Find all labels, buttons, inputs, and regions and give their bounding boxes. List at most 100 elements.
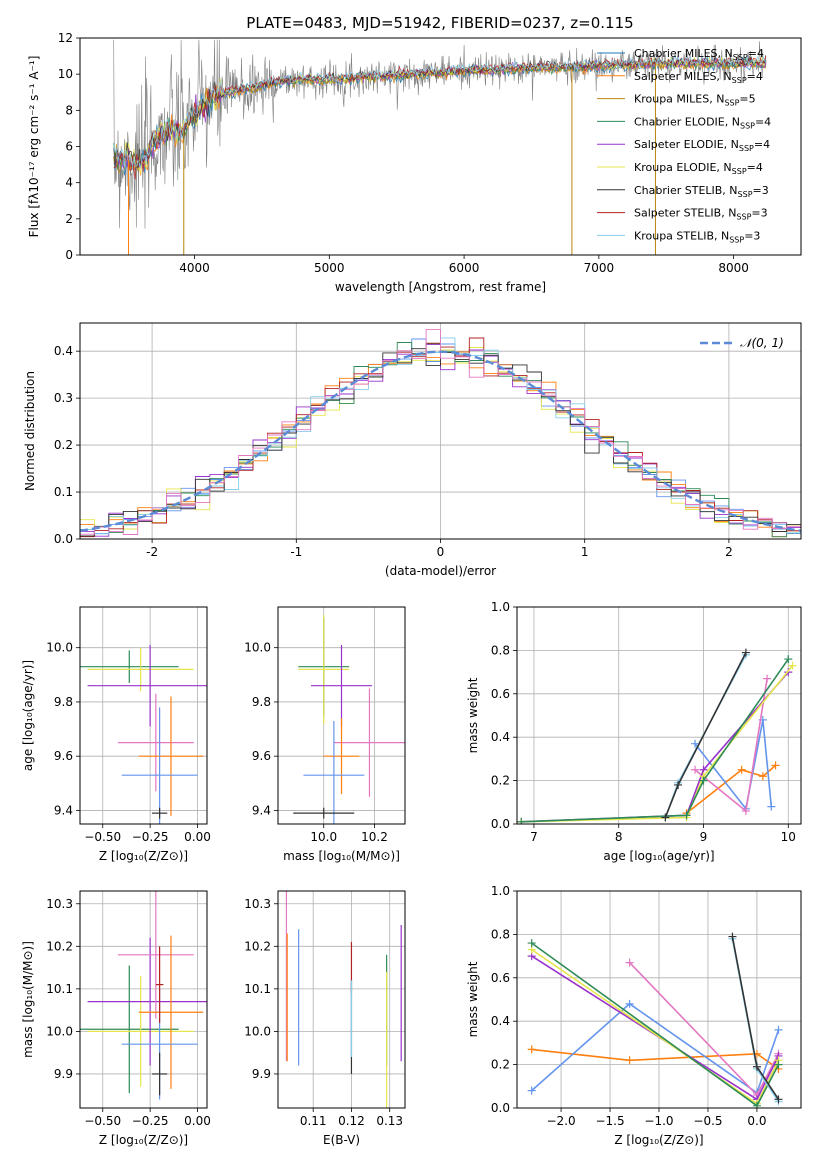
y-tick-label: 9.6 — [54, 749, 73, 763]
x-tick-label: 5000 — [314, 261, 345, 275]
y-tick-label: 0.1 — [54, 485, 73, 499]
x-axis-label: wavelength [Angstrom, rest frame] — [335, 280, 546, 294]
x-tick-label: -2 — [146, 545, 158, 559]
legend-label: Chabrier STELIB, NSSP=3 — [634, 184, 769, 199]
age_vs_Z-panel: −0.50 −0.25 0.00 9.4 9.6 9.8 10.0 Z [log₁₀(Z/Z⊙… — [21, 606, 211, 863]
weight-marker — [728, 932, 737, 941]
y-tick-label: 0.2 — [54, 438, 73, 452]
spectrum-model-line — [113, 54, 767, 169]
weight-marker — [774, 1060, 783, 1069]
x-tick-label: 0.11 — [300, 1114, 327, 1128]
x-tick-label: −0.50 — [84, 1114, 121, 1128]
figure-title: PLATE=0483, MJD=51942, FIBERID=0237, z=0… — [246, 14, 633, 32]
weight-marker — [527, 1045, 536, 1054]
y-tick-label: 6 — [65, 140, 73, 154]
weight_vs_age-panel: 7 8 9 10 0.0 0.2 0.4 0.6 0.8 1.0 age [log₁₀(age/yr… — [466, 600, 802, 863]
weight-marker — [699, 776, 708, 785]
y-tick-label: 9.9 — [252, 1067, 271, 1081]
axes-frame — [516, 606, 802, 825]
x-tick-label: 10 — [781, 830, 796, 844]
weight-marker — [752, 1101, 761, 1108]
x-tick-label: −1.0 — [644, 1114, 673, 1128]
axes-frame — [516, 890, 802, 1109]
weight-marker — [517, 817, 526, 824]
y-tick-label: 0.8 — [491, 927, 510, 941]
y-tick-label: 2 — [65, 212, 73, 226]
y-tick-label: 12 — [58, 31, 73, 45]
y-tick-label: 0.4 — [491, 1014, 510, 1028]
y-tick-label: 0.6 — [491, 687, 510, 701]
x-tick-label: -1 — [290, 545, 302, 559]
x-tick-label: 2 — [725, 545, 733, 559]
weight-marker — [691, 739, 700, 748]
x-axis-label: (data-model)/error — [385, 564, 496, 578]
x-axis-label: Z [log₁₀(Z/Z⊙)] — [99, 1133, 188, 1147]
legend-label: Salpeter ELODIE, NSSP=4 — [634, 138, 770, 153]
weight-marker — [741, 806, 750, 815]
y-tick-label: 0.8 — [491, 643, 510, 657]
weight-marker — [625, 958, 634, 967]
x-axis-label: age [log₁₀(age/yr)] — [603, 849, 714, 863]
y-tick-label: 0.0 — [491, 817, 510, 831]
axes-frame — [79, 890, 208, 1109]
y-tick-label: 8 — [65, 103, 73, 117]
weight-marker — [691, 765, 700, 774]
legend-label: Salpeter MILES, NSSP=4 — [634, 70, 763, 85]
weight-series-line — [629, 962, 780, 1097]
legend-label: Kroupa STELIB, NSSP=3 — [634, 229, 760, 244]
weight-marker — [788, 661, 797, 670]
x-tick-label: 0.13 — [376, 1114, 403, 1128]
weight-marker — [771, 761, 780, 770]
weight-series-line — [531, 1002, 780, 1095]
residual-panel: -2 -1 0 1 2 0.0 0.1 0.2 0.3 0.4 (data-model)/error… — [23, 322, 802, 578]
x-axis-label: E(B-V) — [323, 1133, 360, 1147]
y-tick-label: 10.2 — [244, 939, 271, 953]
y-tick-label: 0.6 — [491, 971, 510, 985]
legend-label: Chabrier ELODIE, NSSP=4 — [634, 115, 771, 130]
y-tick-label: 4 — [65, 176, 73, 190]
mass_vs_Z-panel: −0.50 −0.25 0.00 9.9 10.0 10.1 10.2 10.3 Z [log₁… — [21, 890, 211, 1147]
weight-marker — [774, 1025, 783, 1034]
y-tick-label: 9.8 — [54, 695, 73, 709]
legend-label: 𝒩(0, 1) — [740, 336, 784, 350]
y-tick-label: 9.4 — [252, 803, 271, 817]
y-tick-label: 9.8 — [252, 695, 271, 709]
y-tick-label: 0.4 — [491, 730, 510, 744]
legend-label: Chabrier MILES, NSSP=4 — [634, 47, 764, 62]
x-tick-label: 1 — [581, 545, 589, 559]
y-axis-label: mass weight — [466, 961, 480, 1037]
weight-marker — [674, 780, 683, 789]
weight-marker — [527, 939, 536, 948]
y-tick-label: 10.3 — [244, 897, 271, 911]
y-axis-label: mass [log₁₀(M/M⊙)] — [21, 941, 35, 1058]
y-tick-label: 10 — [58, 67, 73, 81]
y-tick-label: 10.1 — [244, 982, 271, 996]
y-tick-label: 10.0 — [244, 1024, 271, 1038]
y-tick-label: 9.6 — [252, 749, 271, 763]
weight-series-line — [521, 665, 794, 823]
legend-label: Kroupa ELODIE, NSSP=4 — [634, 161, 763, 176]
y-axis-label: Flux [fλ10⁻¹⁷ erg cm⁻² s⁻¹ A⁻¹] — [27, 56, 41, 238]
weight-marker — [737, 765, 746, 774]
mass_vs_ebv-panel: 0.11 0.12 0.13 9.9 10.0 10.1 10.2 10.3 E(B-V) — [244, 890, 406, 1147]
y-tick-label: 0.0 — [491, 1101, 510, 1115]
weight-series-line — [531, 948, 780, 1105]
y-tick-label: 10.3 — [46, 897, 73, 911]
y-tick-label: 1.0 — [491, 884, 510, 898]
x-axis-label: Z [log₁₀(Z/Z⊙)] — [99, 849, 188, 863]
weight-marker — [625, 1056, 634, 1065]
weight-marker — [763, 674, 772, 683]
legend-label: Kroupa MILES, NSSP=5 — [634, 93, 756, 108]
x-tick-label: 10.2 — [361, 830, 388, 844]
axes-frame — [79, 606, 208, 825]
weight-series-line — [694, 719, 773, 811]
x-tick-label: −0.25 — [132, 830, 169, 844]
x-tick-label: 8 — [615, 830, 623, 844]
weight-marker — [527, 1086, 536, 1095]
weight-marker — [774, 1095, 783, 1104]
weight-marker — [758, 772, 767, 781]
x-tick-label: 0.0 — [747, 1114, 766, 1128]
axes-frame — [277, 606, 406, 825]
weight-series-line — [694, 678, 768, 813]
